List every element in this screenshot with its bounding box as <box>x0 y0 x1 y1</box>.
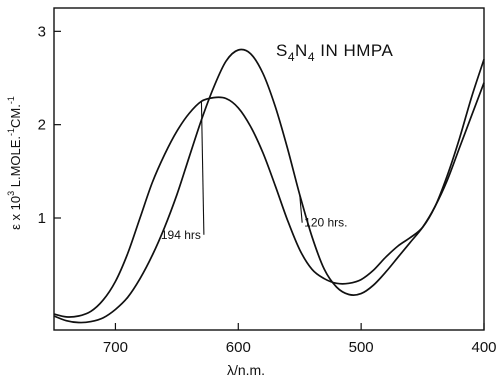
series-label-2: 194 hrs <box>161 228 201 242</box>
series-annotations: 120 hrs. 194 hrs <box>161 101 348 242</box>
x-axis-label: λ/n.m. <box>227 362 265 378</box>
ylabel-exp2: -1 <box>6 96 16 104</box>
title-n: N <box>295 41 308 60</box>
x-tick-label: 400 <box>471 339 496 356</box>
series-leader-2 <box>200 101 205 235</box>
chart-title: S4N4 IN HMPA <box>276 41 393 64</box>
series-leader-1 <box>299 194 303 223</box>
x-tick-label: 500 <box>349 339 374 356</box>
series-label-1: 120 hrs. <box>304 216 347 230</box>
series-line-2 <box>53 59 485 318</box>
plot-frame <box>53 7 485 331</box>
y-axis-ticks: 1 2 3 <box>38 23 61 227</box>
ylabel-mid1: L.MOLE. <box>8 136 23 191</box>
plot-axes <box>53 7 485 331</box>
x-axis-ticks: 700 600 500 400 <box>103 323 497 356</box>
title-sub-1: 4 <box>288 50 295 64</box>
y-axis-label: ε x 103 L.MOLE.-1CM.-1 <box>6 96 23 230</box>
title-sub-2: 4 <box>308 50 315 64</box>
series-line-1 <box>53 48 485 324</box>
y-tick-label: 2 <box>38 117 46 134</box>
y-tick-label: 3 <box>38 23 46 40</box>
x-tick-label: 600 <box>226 339 251 356</box>
series-lines <box>53 48 485 324</box>
x-tick-label: 700 <box>103 339 128 356</box>
y-tick-label: 1 <box>38 210 46 227</box>
ylabel-mid2: CM. <box>8 104 23 128</box>
ylabel-exp3: 3 <box>6 191 16 196</box>
ylabel-exp1: -1 <box>6 128 16 136</box>
title-rest: IN HMPA <box>315 41 393 60</box>
ylabel-pre: ε x 10 <box>8 196 23 230</box>
title-s: S <box>276 41 288 60</box>
